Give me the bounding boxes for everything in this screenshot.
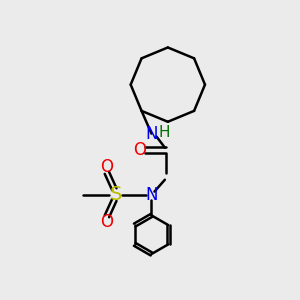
Text: N: N bbox=[145, 186, 158, 204]
Text: O: O bbox=[133, 141, 146, 159]
Text: O: O bbox=[100, 213, 113, 231]
Text: O: O bbox=[100, 158, 113, 176]
Text: H: H bbox=[158, 125, 170, 140]
Text: S: S bbox=[110, 185, 122, 204]
Text: N: N bbox=[145, 125, 158, 143]
